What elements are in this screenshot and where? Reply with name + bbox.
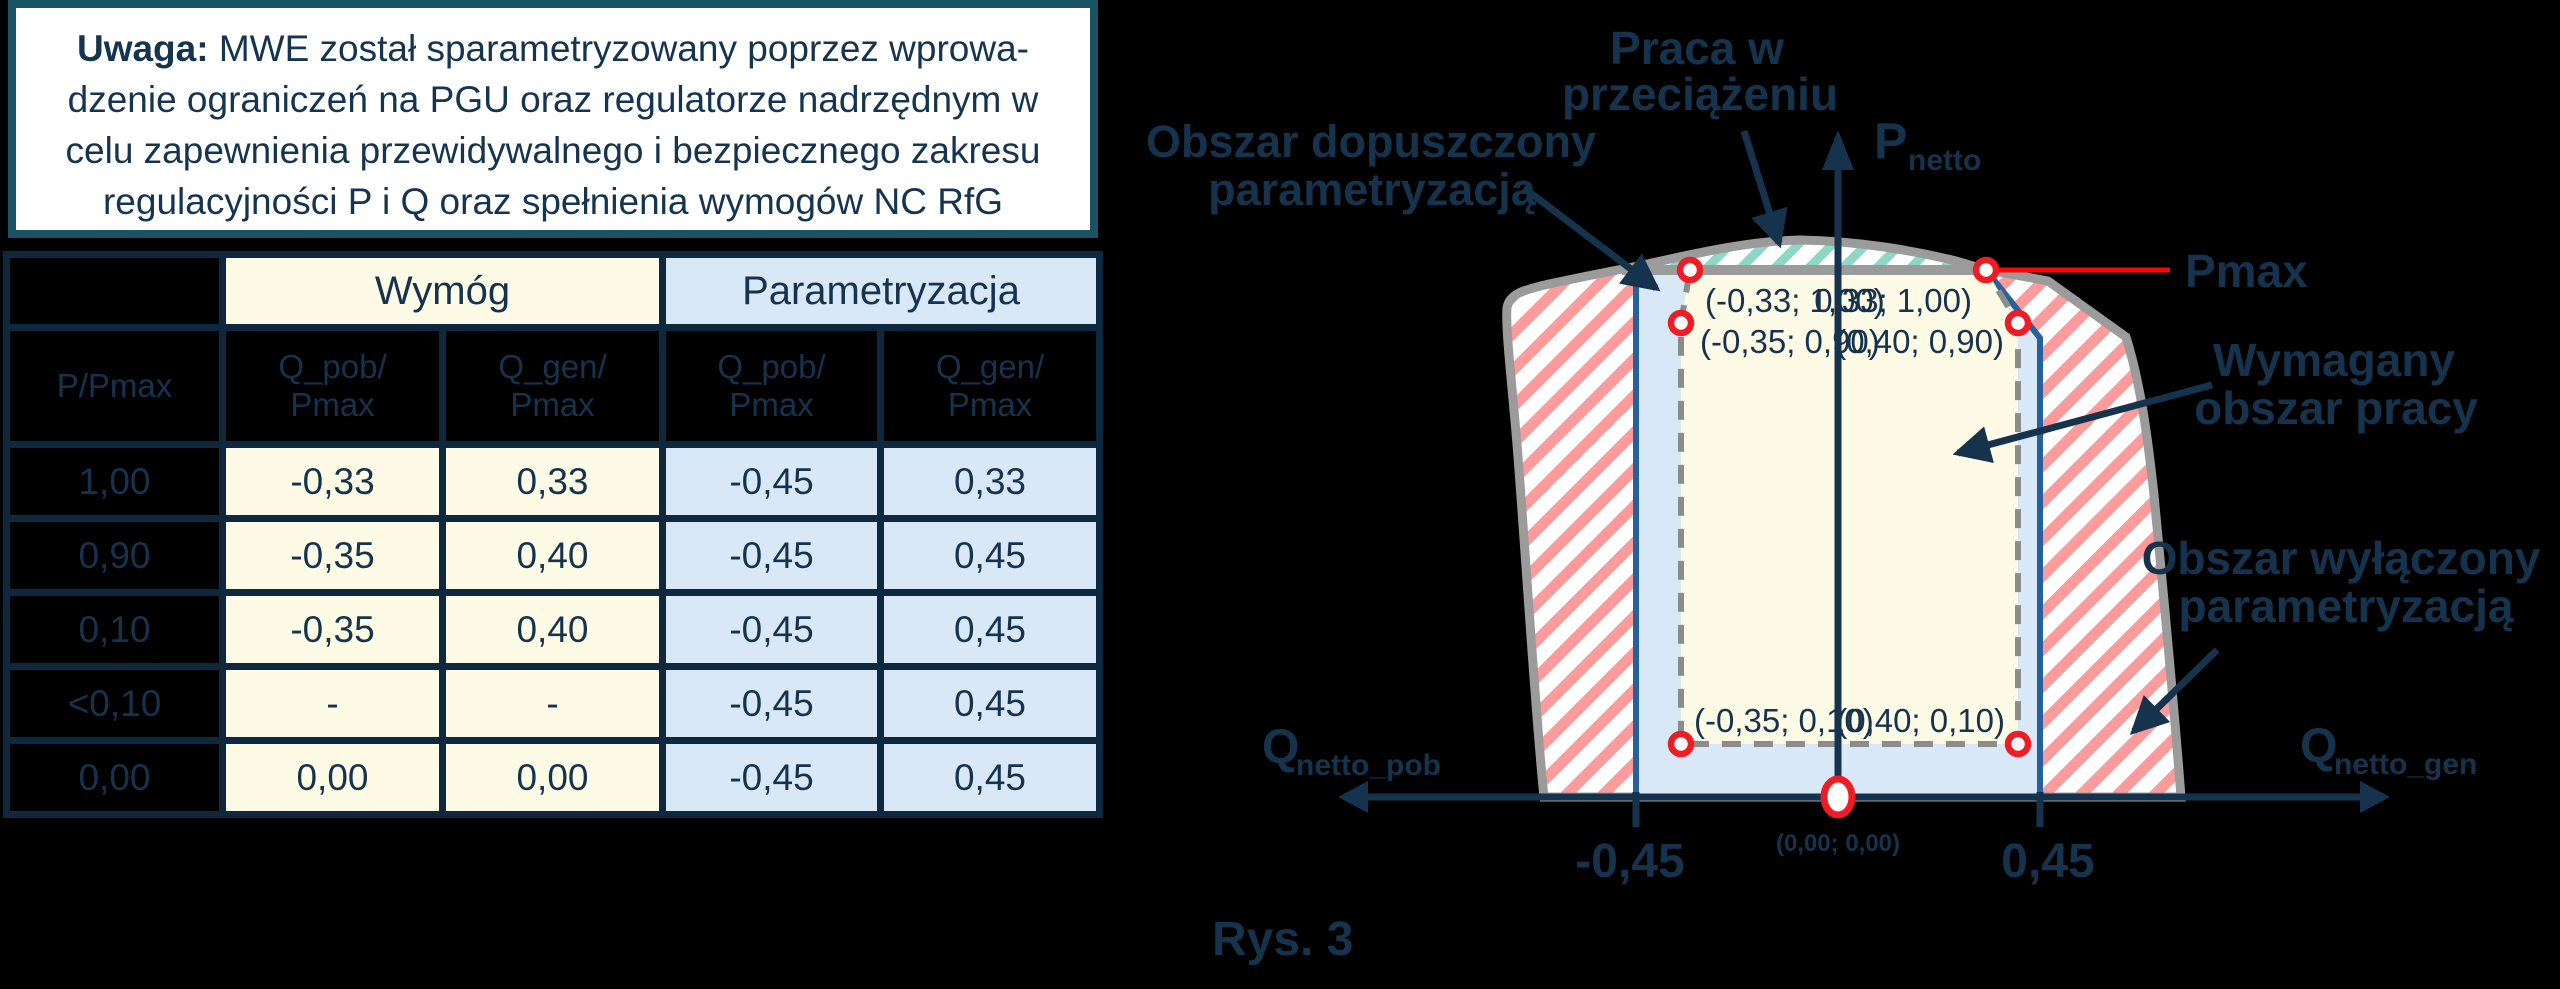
cell-param-qgen: 0,33 (877, 441, 1103, 522)
col-header-param-qpob: Q_pob/ Pmax (659, 324, 884, 448)
cell-p: 0,90 (3, 515, 226, 596)
cell-wymog-qgen: - (439, 663, 666, 744)
cell-p: 1,00 (3, 441, 226, 522)
corner-cell (3, 251, 226, 331)
col-header-param-qgen: Q_gen/ Pmax (877, 324, 1103, 448)
cell-p: 0,00 (3, 737, 226, 818)
cell-wymog-qpob: 0,00 (219, 737, 446, 818)
excluded-arrow (2129, 647, 2220, 735)
allowed-arrow (1521, 185, 1661, 292)
pq-parametrization-table: Wymóg Parametryzacja P/Pmax Q_pob/ Pmax … (3, 251, 1103, 818)
cell-param-qpob: -0,45 (659, 515, 884, 596)
note-title: Uwaga: (76, 28, 209, 69)
cell-wymog-qpob: -0,35 (219, 589, 446, 670)
column-header-row: P/Pmax Q_pob/ Pmax Q_gen/ Pmax Q_pob/ Pm… (3, 324, 1103, 448)
col-header-p-pmax: P/Pmax (3, 324, 226, 448)
point-label-origin: (0,00; 0,00) (1776, 830, 1900, 857)
required-label-line2: obszar pracy (2194, 382, 2478, 434)
point-label-neg035-010: (-0,35; 0,10) (1694, 702, 1874, 739)
cell-wymog-qpob: -0,35 (219, 515, 446, 596)
q-gen-axis-label-sub: netto_gen (2334, 748, 2477, 781)
note-line-2: dzenie ograniczeń na PGU oraz regulatorz… (67, 79, 1039, 120)
excluded-label-line1: Obszar wyłączony (2142, 532, 2541, 584)
overload-arrow (1740, 129, 1788, 249)
cell-wymog-qpob: -0,33 (219, 441, 446, 522)
tick-label-045: 0,45 (2001, 835, 2094, 888)
q-axis-left-arrowhead (1338, 781, 1368, 813)
note-line-4: regulacyjności P i Q oraz spełnienia wym… (102, 181, 1003, 222)
note-box: Uwaga: MWE został sparametryzowany poprz… (8, 0, 1098, 238)
q-gen-axis-label: Q (2300, 720, 2337, 773)
allowed-label-line2: parametryzacją (1208, 164, 1537, 215)
excluded-label-line2: parametryzacją (2179, 580, 2514, 632)
q-pob-axis-label: Q (1262, 721, 1299, 774)
p-axis-arrowhead (1822, 130, 1854, 170)
point-marker-neg035-010 (1667, 730, 1695, 758)
cell-param-qpob: -0,45 (659, 737, 884, 818)
overload-label-line2: przeciążeniu (1562, 68, 1838, 120)
point-marker-040-090 (2004, 309, 2032, 337)
required-arrow (1952, 381, 2213, 463)
tick-label-neg045: -0,45 (1575, 835, 1684, 888)
col-header-wymog-qgen: Q_gen/ Pmax (439, 324, 666, 448)
q-axis-right-arrowhead (2360, 781, 2390, 813)
point-label-neg035-090: (-0,35; 0,90) (1700, 323, 1880, 360)
point-label-040-090: (0,40; 0,90) (1835, 323, 2004, 360)
cell-param-qgen: 0,45 (877, 737, 1103, 818)
table-row: 1,00 -0,33 0,33 -0,45 0,33 (3, 441, 1103, 522)
point-marker-033-100 (1972, 256, 2000, 284)
table-row: 0,00 0,00 0,00 -0,45 0,45 (3, 737, 1103, 818)
required-label-line1: Wymagany (2213, 334, 2455, 386)
col-header-wymog-qpob: Q_pob/ Pmax (219, 324, 446, 448)
note-line-1: Uwaga: MWE został sparametryzowany poprz… (76, 28, 1029, 69)
cell-p: 0,10 (3, 589, 226, 670)
group-header-parametryzacja: Parametryzacja (659, 251, 1103, 331)
cell-p: <0,10 (3, 663, 226, 744)
figure-caption: Rys. 3 (1212, 913, 1353, 966)
pmax-label: Pmax (2185, 245, 2308, 297)
cell-param-qgen: 0,45 (877, 663, 1103, 744)
cell-wymog-qgen: 0,40 (439, 515, 666, 596)
point-label-neg033-100: (-0,33; 1,00) (1705, 282, 1885, 319)
point-label-033-100: 0,33; 1,00) (1814, 282, 1972, 319)
cell-param-qpob: -0,45 (659, 663, 884, 744)
cell-param-qgen: 0,45 (877, 515, 1103, 596)
group-header-wymog: Wymóg (219, 251, 666, 331)
q-pob-axis-label-sub: netto_pob (1296, 749, 1441, 782)
cell-wymog-qgen: 0,00 (439, 737, 666, 818)
cell-param-qgen: 0,45 (877, 589, 1103, 670)
table-row: <0,10 - - -0,45 0,45 (3, 663, 1103, 744)
cell-wymog-qgen: 0,40 (439, 589, 666, 670)
cell-param-qpob: -0,45 (659, 589, 884, 670)
point-marker-neg035-090 (1667, 309, 1695, 337)
cell-param-qpob: -0,45 (659, 441, 884, 522)
group-header-row: Wymóg Parametryzacja (3, 251, 1103, 331)
cell-wymog-qpob: - (219, 663, 446, 744)
table-row: 0,10 -0,35 0,40 -0,45 0,45 (3, 589, 1103, 670)
p-axis-label-sub: netto (1908, 144, 1981, 177)
point-marker-040-010 (2004, 730, 2032, 758)
cell-wymog-qgen: 0,33 (439, 441, 666, 522)
point-label-040-010: (0,40; 0,10) (1836, 702, 2005, 739)
allowed-label-line1: Obszar dopuszczony (1146, 116, 1596, 167)
p-axis-label: P (1874, 113, 1907, 169)
overload-label-line1: Praca w (1610, 22, 1784, 74)
point-marker-origin (1820, 775, 1856, 819)
dome-outline (1502, 235, 2186, 802)
note-line-3: celu zapewnienia przewidywalnego i bezpi… (65, 130, 1041, 171)
point-marker-neg033-100 (1676, 256, 1704, 284)
table-row: 0,90 -0,35 0,40 -0,45 0,45 (3, 515, 1103, 596)
